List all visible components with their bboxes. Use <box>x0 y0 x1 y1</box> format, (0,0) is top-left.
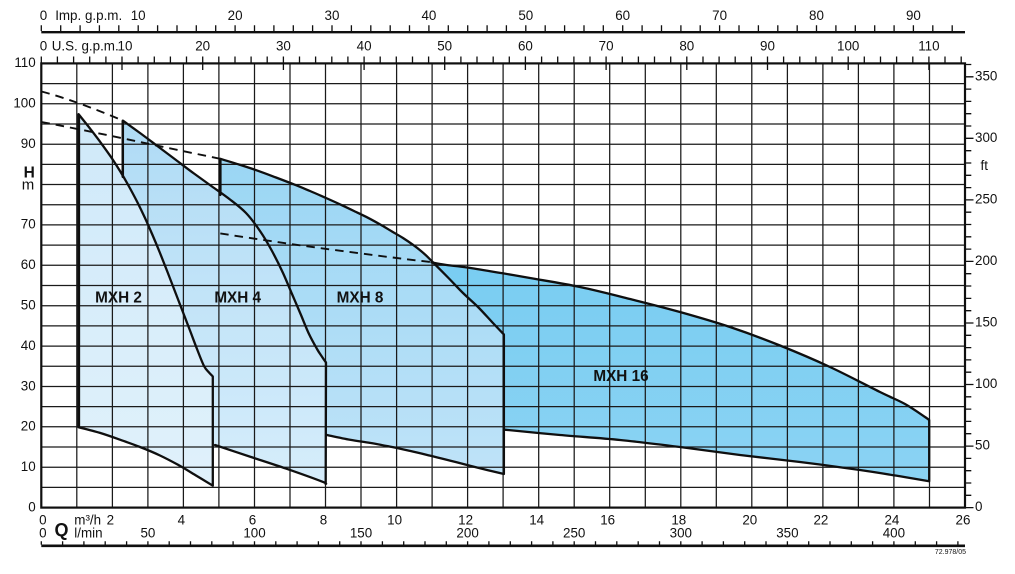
svg-text:10: 10 <box>387 513 402 528</box>
svg-text:0: 0 <box>28 499 35 514</box>
svg-text:350: 350 <box>776 525 798 540</box>
svg-text:U.S. g.p.m.: U.S. g.p.m. <box>52 39 119 54</box>
svg-text:22: 22 <box>813 513 828 528</box>
svg-text:150: 150 <box>350 525 372 540</box>
svg-text:Imp. g.p.m.: Imp. g.p.m. <box>55 8 122 23</box>
svg-text:70: 70 <box>21 217 36 232</box>
svg-text:0: 0 <box>39 525 46 540</box>
svg-text:10: 10 <box>131 8 146 23</box>
svg-text:60: 60 <box>615 8 630 23</box>
svg-text:110: 110 <box>14 55 35 70</box>
svg-text:40: 40 <box>21 338 36 353</box>
svg-text:50: 50 <box>21 298 36 313</box>
svg-text:24: 24 <box>884 513 899 528</box>
svg-text:90: 90 <box>906 8 921 23</box>
svg-text:100: 100 <box>975 376 997 391</box>
svg-text:10: 10 <box>21 459 36 474</box>
svg-text:200: 200 <box>975 253 997 268</box>
svg-text:150: 150 <box>975 315 997 330</box>
svg-text:50: 50 <box>975 438 990 453</box>
svg-text:30: 30 <box>276 39 291 54</box>
svg-text:6: 6 <box>249 513 256 528</box>
svg-text:l/min: l/min <box>74 525 102 540</box>
svg-text:20: 20 <box>228 8 243 23</box>
svg-text:50: 50 <box>140 525 155 540</box>
svg-text:ft: ft <box>981 158 989 173</box>
svg-text:50: 50 <box>437 39 452 54</box>
svg-text:110: 110 <box>918 39 939 54</box>
svg-text:10: 10 <box>118 39 133 54</box>
svg-text:26: 26 <box>956 513 971 528</box>
svg-text:70: 70 <box>712 8 727 23</box>
svg-text:0: 0 <box>975 499 982 514</box>
svg-text:MXH 8: MXH 8 <box>337 290 384 307</box>
svg-text:300: 300 <box>670 525 692 540</box>
svg-text:H: H <box>24 165 35 182</box>
svg-text:MXH 16: MXH 16 <box>593 368 648 385</box>
svg-text:12: 12 <box>458 513 473 528</box>
svg-text:80: 80 <box>679 39 694 54</box>
svg-text:MXH 2: MXH 2 <box>95 290 142 307</box>
svg-text:70: 70 <box>599 39 614 54</box>
svg-text:90: 90 <box>21 136 36 151</box>
svg-text:m: m <box>22 177 35 194</box>
svg-text:30: 30 <box>325 8 340 23</box>
svg-text:20: 20 <box>21 419 36 434</box>
svg-text:90: 90 <box>760 39 775 54</box>
svg-text:300: 300 <box>975 130 997 145</box>
svg-text:MXH 4: MXH 4 <box>214 290 261 307</box>
svg-text:250: 250 <box>563 525 585 540</box>
svg-text:72.978/05: 72.978/05 <box>935 549 966 556</box>
svg-text:16: 16 <box>600 513 615 528</box>
svg-text:40: 40 <box>421 8 436 23</box>
svg-text:8: 8 <box>320 513 327 528</box>
svg-text:m³/h: m³/h <box>74 513 101 528</box>
svg-text:100: 100 <box>837 39 859 54</box>
svg-text:350: 350 <box>975 68 997 83</box>
svg-text:0: 0 <box>39 513 46 528</box>
svg-text:60: 60 <box>21 257 36 272</box>
svg-text:200: 200 <box>456 525 478 540</box>
svg-text:100: 100 <box>243 525 265 540</box>
svg-text:50: 50 <box>518 8 533 23</box>
svg-text:20: 20 <box>742 513 757 528</box>
svg-text:400: 400 <box>883 525 905 540</box>
svg-text:20: 20 <box>195 39 210 54</box>
svg-text:40: 40 <box>357 39 372 54</box>
svg-text:60: 60 <box>518 39 533 54</box>
svg-text:80: 80 <box>809 8 824 23</box>
svg-text:250: 250 <box>975 191 997 206</box>
svg-text:2: 2 <box>107 513 114 528</box>
svg-text:4: 4 <box>178 513 186 528</box>
svg-text:Q: Q <box>54 520 68 540</box>
svg-text:30: 30 <box>21 378 36 393</box>
svg-text:0: 0 <box>40 8 47 23</box>
svg-text:100: 100 <box>13 96 35 111</box>
svg-text:18: 18 <box>671 513 686 528</box>
svg-text:14: 14 <box>529 513 544 528</box>
svg-text:0: 0 <box>40 39 47 54</box>
